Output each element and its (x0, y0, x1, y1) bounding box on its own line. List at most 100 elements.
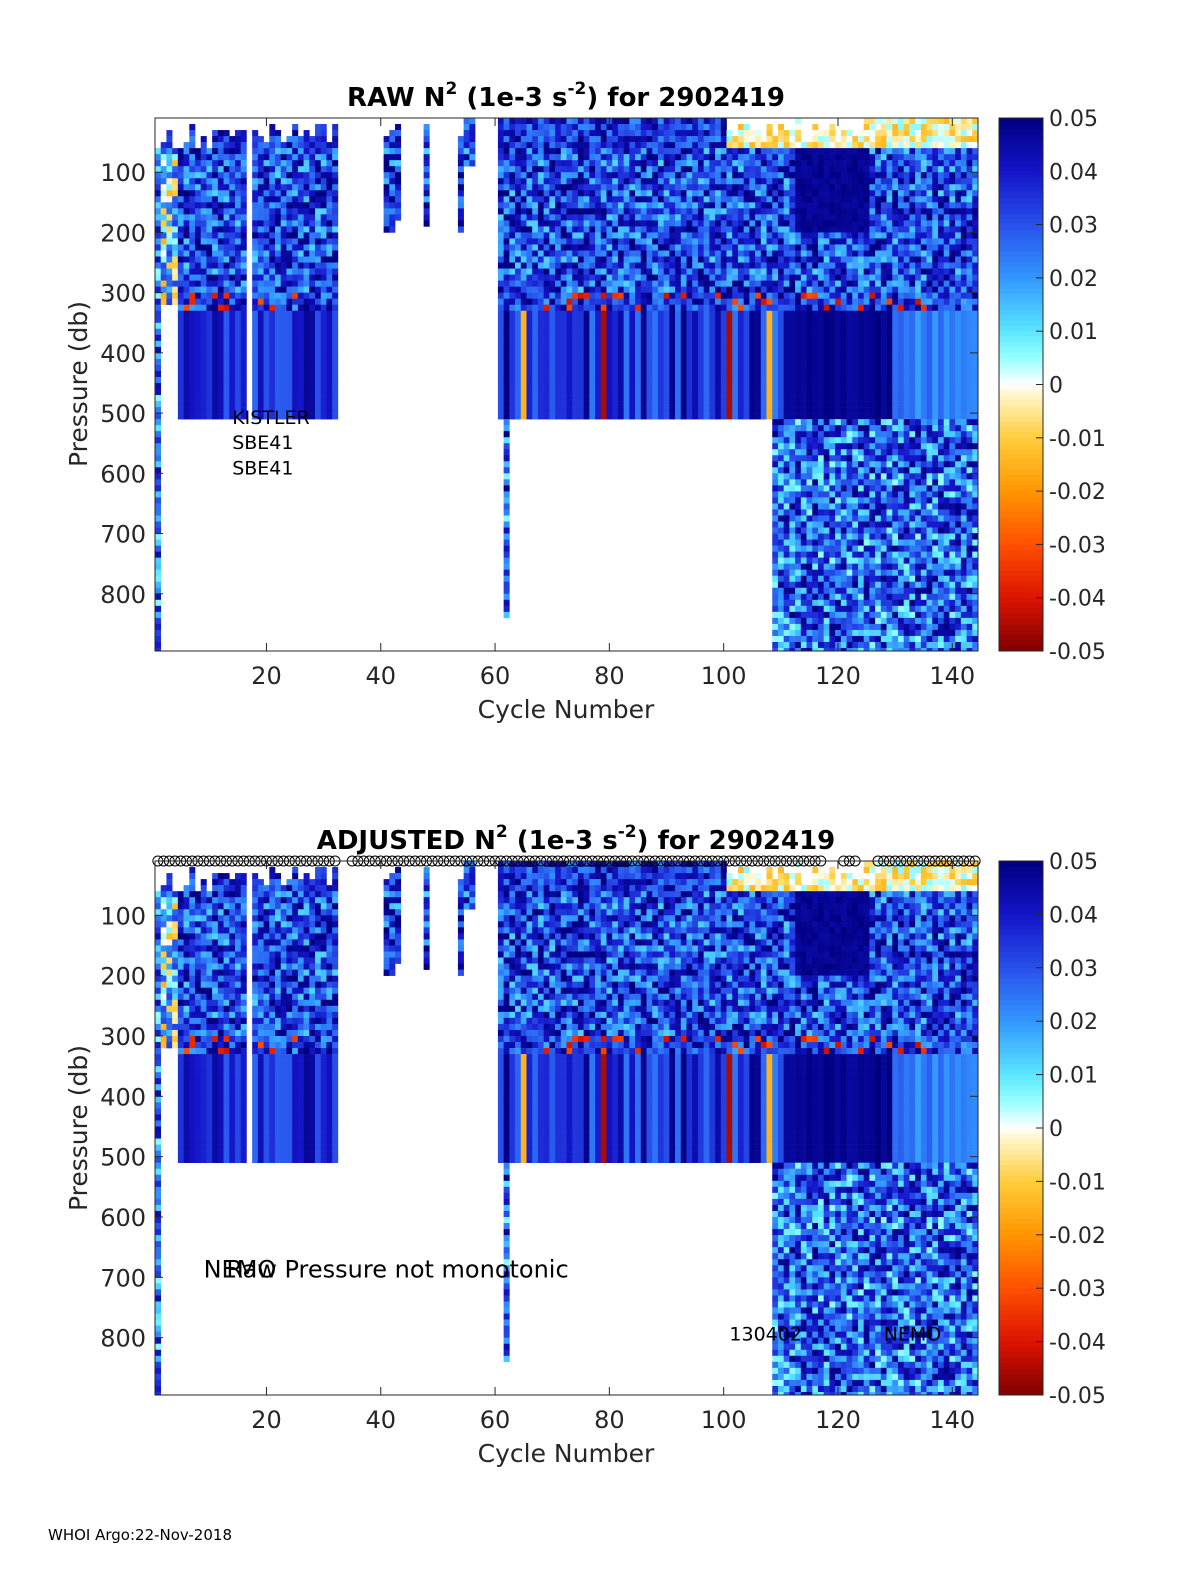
heatmap-cell (789, 244, 796, 251)
heatmap-cell (703, 190, 710, 197)
heatmap-cell (383, 190, 390, 197)
heatmap-cell (812, 376, 819, 384)
heatmap-cell (252, 208, 259, 215)
heatmap-cell (823, 413, 830, 420)
heatmap-cell (766, 340, 773, 348)
heatmap-cell (555, 334, 562, 342)
heatmap-cell (589, 358, 596, 366)
heatmap-cell (503, 431, 510, 438)
heatmap-cell (703, 274, 710, 281)
heatmap-cell (795, 539, 802, 546)
heatmap-cell (206, 160, 213, 167)
heatmap-cell (189, 413, 196, 420)
heatmap-cell (663, 407, 670, 414)
heatmap-cell (623, 274, 630, 281)
heatmap-cell (275, 364, 282, 372)
heatmap-cell (160, 190, 167, 197)
heatmap-cell (263, 352, 270, 360)
heatmap-cell (646, 382, 653, 390)
heatmap-cell (566, 136, 573, 143)
raw-n2-panel: RAW N2 (1e-3 s-2) for 2902419 KISTLERSBE… (64, 79, 1106, 724)
heatmap-cell (800, 461, 807, 468)
heatmap-cell (703, 118, 710, 125)
heatmap-cell (629, 346, 636, 354)
heatmap-cell (635, 322, 642, 330)
heatmap-cell (715, 136, 722, 143)
heatmap-cell (612, 389, 619, 396)
heatmap-cell (629, 268, 636, 275)
heatmap-cell (497, 130, 504, 137)
heatmap-cell (835, 274, 842, 281)
heatmap-cell (823, 419, 830, 426)
heatmap-cell (817, 172, 824, 179)
heatmap-cell (795, 413, 802, 420)
heatmap-cell (292, 292, 299, 299)
heatmap-cell (240, 220, 247, 227)
heatmap-cell (795, 425, 802, 432)
heatmap-cell (383, 166, 390, 173)
heatmap-cell (275, 310, 282, 318)
heatmap-cell (789, 473, 796, 480)
heatmap-cell (555, 370, 562, 378)
heatmap-cell (806, 557, 813, 564)
heatmap-cell (777, 154, 784, 161)
heatmap-cell (829, 154, 836, 161)
heatmap-cell (292, 226, 299, 233)
heatmap-cell (709, 190, 716, 197)
heatmap-cell (263, 376, 270, 384)
heatmap-cell (286, 322, 293, 330)
heatmap-cell (680, 268, 687, 275)
heatmap-cell (292, 389, 299, 396)
heatmap-cell (269, 334, 276, 342)
heatmap-cell (572, 298, 579, 305)
heatmap-cell (823, 130, 830, 137)
heatmap-cell (669, 376, 676, 384)
heatmap-cell (766, 226, 773, 233)
heatmap-cell (532, 166, 539, 173)
heatmap-cell (697, 172, 704, 179)
heatmap-cell (783, 352, 790, 360)
heatmap-cell (526, 298, 533, 305)
heatmap-cell (286, 292, 293, 299)
heatmap-cell (543, 256, 550, 263)
heatmap-cell (760, 340, 767, 348)
heatmap-cell (663, 268, 670, 275)
heatmap-cell (766, 370, 773, 378)
heatmap-cell (537, 136, 544, 143)
heatmap-cell (812, 521, 819, 528)
heatmap-cell (777, 268, 784, 275)
heatmap-cell (297, 322, 304, 330)
heatmap-cell (806, 455, 813, 462)
heatmap-cell (217, 364, 224, 372)
heatmap-cell (177, 407, 184, 414)
heatmap-cell (760, 268, 767, 275)
heatmap-cell (726, 148, 733, 155)
heatmap-cell (235, 262, 242, 269)
heatmap-cell (595, 370, 602, 378)
heatmap-cell (772, 485, 779, 492)
heatmap-cell (617, 208, 624, 215)
heatmap-cell (812, 160, 819, 167)
heatmap-cell (806, 148, 813, 155)
heatmap-cell (623, 304, 630, 312)
heatmap-cell (663, 322, 670, 330)
heatmap-cell (720, 358, 727, 366)
heatmap-cell (646, 370, 653, 378)
heatmap-cell (743, 280, 750, 287)
heatmap-cell (680, 160, 687, 167)
heatmap-cell (646, 346, 653, 354)
heatmap-cell (823, 250, 830, 257)
heatmap-cell (749, 190, 756, 197)
heatmap-cell (612, 220, 619, 227)
heatmap-cell (766, 232, 773, 239)
heatmap-cell (223, 346, 230, 354)
heatmap-cell (252, 334, 259, 342)
heatmap-cell (675, 346, 682, 354)
heatmap-cell (155, 196, 162, 203)
heatmap-cell (543, 190, 550, 197)
heatmap-cell (612, 154, 619, 161)
heatmap-cell (772, 136, 779, 143)
heatmap-cell (783, 136, 790, 143)
heatmap-cell (749, 364, 756, 372)
heatmap-cell (509, 334, 516, 342)
